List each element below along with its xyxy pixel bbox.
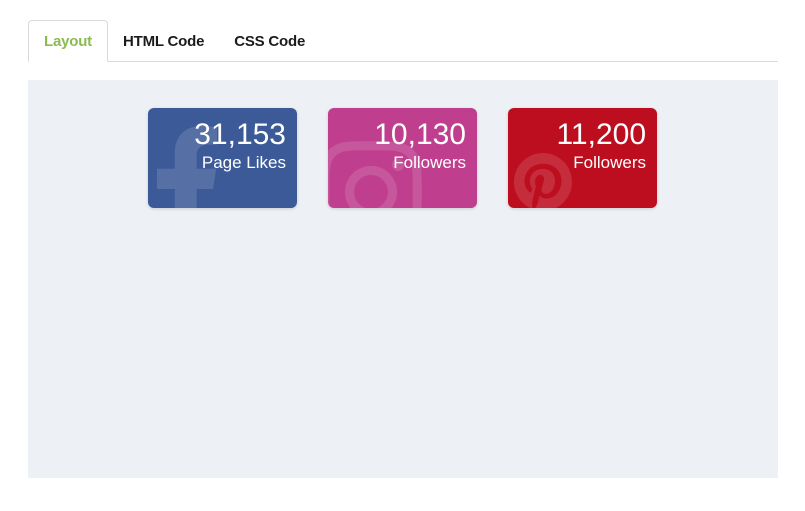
stat-value: 31,153 [194,118,286,151]
tab-layout[interactable]: Layout [28,20,108,62]
stat-card-facebook: 31,153 Page Likes [148,108,297,208]
stat-cards-row: 31,153 Page Likes 10,130 Followers 1 [148,80,778,208]
preview-canvas: 31,153 Page Likes 10,130 Followers 1 [28,80,778,478]
tab-bar: Layout HTML Code CSS Code [28,20,778,62]
stat-card-pinterest: 11,200 Followers [508,108,657,208]
stat-value: 11,200 [556,118,646,151]
tab-html-code[interactable]: HTML Code [122,33,205,50]
stat-label: Followers [393,153,466,172]
widget-builder-page: Layout HTML Code CSS Code 31,153 Page Li… [0,20,805,511]
stat-text: 10,130 Followers [374,117,466,173]
stat-label: Page Likes [201,153,286,172]
stat-card-instagram: 10,130 Followers [328,108,477,208]
stat-text: 31,153 Page Likes [194,117,286,173]
stat-label: Followers [573,153,646,172]
stat-value: 10,130 [374,118,466,151]
facebook-icon [157,126,217,208]
pinterest-icon [514,153,572,208]
instagram-icon [328,141,422,208]
stat-text: 11,200 Followers [556,117,646,173]
tab-css-code[interactable]: CSS Code [234,33,306,50]
